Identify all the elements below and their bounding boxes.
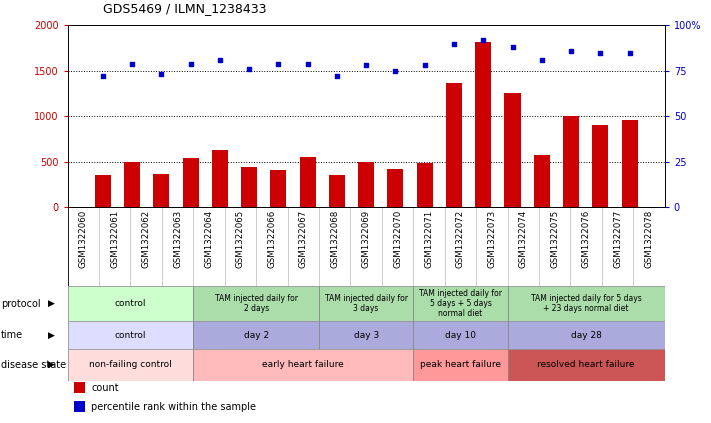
Bar <box>241 167 257 207</box>
Text: control: control <box>114 299 146 308</box>
Point <box>185 60 196 67</box>
Text: GSM1322066: GSM1322066 <box>267 210 277 268</box>
Text: GSM1322078: GSM1322078 <box>645 210 653 268</box>
Bar <box>270 170 287 207</box>
Text: GSM1322074: GSM1322074 <box>519 210 528 268</box>
Text: day 28: day 28 <box>571 331 602 340</box>
Text: TAM injected daily for
5 days + 5 days
normal diet: TAM injected daily for 5 days + 5 days n… <box>419 288 502 319</box>
Text: day 10: day 10 <box>445 331 476 340</box>
Point <box>536 57 547 63</box>
Bar <box>563 116 579 207</box>
Text: day 3: day 3 <box>353 331 379 340</box>
Text: GSM1322062: GSM1322062 <box>141 210 151 268</box>
Text: early heart failure: early heart failure <box>262 360 344 369</box>
Point <box>507 44 518 51</box>
Bar <box>183 158 198 207</box>
Bar <box>68 286 193 321</box>
Bar <box>154 173 169 207</box>
Text: TAM injected daily for
2 days: TAM injected daily for 2 days <box>215 294 298 313</box>
Text: GSM1322061: GSM1322061 <box>110 210 119 268</box>
Bar <box>413 321 508 349</box>
Bar <box>592 124 609 207</box>
Text: control: control <box>114 331 146 340</box>
Text: GSM1322071: GSM1322071 <box>424 210 434 268</box>
Bar <box>319 321 413 349</box>
Text: GSM1322068: GSM1322068 <box>330 210 339 268</box>
Point <box>127 60 138 67</box>
Text: resolved heart failure: resolved heart failure <box>538 360 635 369</box>
Text: TAM injected daily for 5 days
+ 23 days normal diet: TAM injected daily for 5 days + 23 days … <box>531 294 641 313</box>
Point <box>331 73 343 80</box>
Point <box>565 47 577 54</box>
Bar <box>387 169 403 207</box>
Bar <box>508 349 665 381</box>
Point <box>419 62 430 69</box>
Text: GDS5469 / ILMN_1238433: GDS5469 / ILMN_1238433 <box>103 2 267 15</box>
Bar <box>621 120 638 207</box>
Text: percentile rank within the sample: percentile rank within the sample <box>92 401 257 412</box>
Bar <box>95 176 111 207</box>
Text: GSM1322070: GSM1322070 <box>393 210 402 268</box>
Text: TAM injected daily for
3 days: TAM injected daily for 3 days <box>325 294 407 313</box>
Bar <box>508 286 665 321</box>
Bar <box>193 321 319 349</box>
Point <box>273 60 284 67</box>
Bar <box>68 321 193 349</box>
Point <box>360 62 372 69</box>
Bar <box>193 286 319 321</box>
Point <box>624 49 635 56</box>
Bar <box>446 82 462 207</box>
Bar <box>413 286 508 321</box>
Bar <box>193 349 413 381</box>
Bar <box>508 321 665 349</box>
Point <box>478 36 489 43</box>
Text: GSM1322063: GSM1322063 <box>173 210 182 268</box>
Bar <box>73 401 85 412</box>
Text: GSM1322077: GSM1322077 <box>613 210 622 268</box>
Bar <box>124 162 140 207</box>
Bar <box>413 349 508 381</box>
Bar <box>73 382 85 393</box>
Text: protocol: protocol <box>1 299 41 308</box>
Text: time: time <box>1 330 23 340</box>
Point <box>97 73 109 80</box>
Point <box>594 49 606 56</box>
Bar <box>534 154 550 207</box>
Text: GSM1322072: GSM1322072 <box>456 210 465 268</box>
Text: GSM1322065: GSM1322065 <box>236 210 245 268</box>
Text: ▶: ▶ <box>48 331 55 340</box>
Bar <box>358 162 374 207</box>
Text: GSM1322073: GSM1322073 <box>488 210 496 268</box>
Text: peak heart failure: peak heart failure <box>420 360 501 369</box>
Text: GSM1322060: GSM1322060 <box>79 210 87 268</box>
Point <box>448 40 459 47</box>
Text: GSM1322067: GSM1322067 <box>299 210 308 268</box>
Point <box>156 71 167 78</box>
Point <box>214 57 225 63</box>
Text: GSM1322075: GSM1322075 <box>550 210 560 268</box>
Bar <box>475 42 491 207</box>
Bar <box>329 175 345 207</box>
Point <box>243 66 255 72</box>
Text: ▶: ▶ <box>48 360 55 369</box>
Bar <box>68 349 193 381</box>
Text: day 2: day 2 <box>244 331 269 340</box>
Bar <box>417 163 433 207</box>
Point <box>302 60 314 67</box>
Bar <box>299 157 316 207</box>
Bar <box>505 93 520 207</box>
Text: non-failing control: non-failing control <box>89 360 172 369</box>
Point <box>390 68 401 74</box>
Text: GSM1322076: GSM1322076 <box>582 210 591 268</box>
Text: disease state: disease state <box>1 360 66 370</box>
Bar <box>319 286 413 321</box>
Text: GSM1322064: GSM1322064 <box>205 210 213 268</box>
Text: count: count <box>92 382 119 393</box>
Text: GSM1322069: GSM1322069 <box>362 210 370 268</box>
Bar <box>212 150 228 207</box>
Text: ▶: ▶ <box>48 299 55 308</box>
